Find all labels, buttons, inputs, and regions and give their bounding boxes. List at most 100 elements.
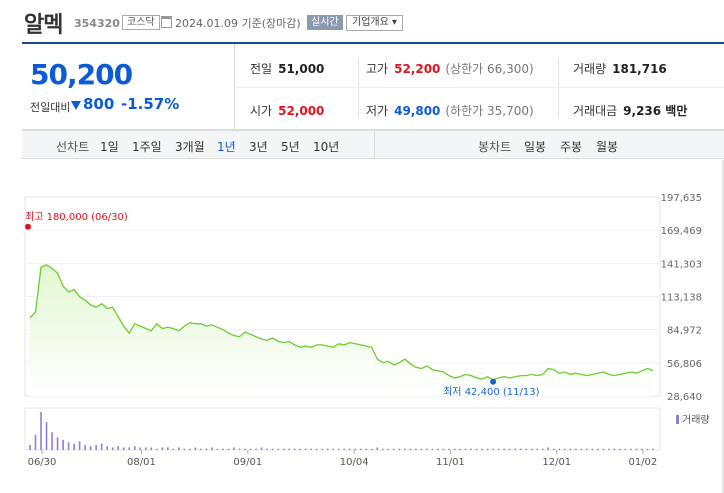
stat-value: 52,000 <box>278 104 325 118</box>
volume-bar <box>552 448 555 450</box>
volume-bar <box>635 448 638 450</box>
volume-bar <box>393 448 395 450</box>
volume-bar <box>288 448 290 450</box>
volume-bar <box>404 448 406 450</box>
volume-bar <box>133 446 136 450</box>
tab-3m[interactable]: 3개월 <box>175 140 205 154</box>
volume-bar <box>244 448 246 450</box>
volume-bar <box>293 448 296 450</box>
change-value: 800 <box>83 95 115 113</box>
volume-bar <box>189 448 191 450</box>
volume-bar <box>437 448 439 450</box>
volume-bar <box>45 422 48 450</box>
stat-value: 51,000 <box>278 62 325 76</box>
divider <box>374 131 375 159</box>
volume-bar <box>652 448 654 450</box>
volume-bar <box>547 447 550 450</box>
tab-weekly[interactable]: 주봉 <box>560 140 583 154</box>
x-tick-label: 11/01 <box>436 457 465 468</box>
y-tick-label: 56,806 <box>667 359 702 370</box>
volume-bar <box>84 444 86 450</box>
volume-bar <box>150 447 153 450</box>
price-chart: 197,635 169,469 141,303 113,138 84,972 56,806… <box>0 160 724 493</box>
volume-bar <box>569 448 572 450</box>
volume-bar <box>492 448 494 450</box>
volume-bar <box>398 448 401 450</box>
volume-bar <box>525 448 527 450</box>
x-tick-label: 01/02 <box>628 457 657 468</box>
stock-code: 354320 <box>74 17 120 30</box>
x-tick-label: 12/01 <box>542 457 571 468</box>
volume-bar <box>111 447 114 450</box>
divider <box>236 87 724 88</box>
tab-1y[interactable]: 1년 <box>217 140 236 154</box>
volume-bar <box>183 448 186 450</box>
volume-bar <box>597 448 599 450</box>
volume-bar <box>575 448 577 450</box>
volume-bar <box>40 412 42 450</box>
volume-bar <box>122 447 125 450</box>
stat-low: 저가 49,800 (하한가 35,700) <box>366 102 534 119</box>
volume-bar <box>172 448 175 450</box>
volume-bar <box>431 448 434 450</box>
volume-bar <box>608 448 610 450</box>
upper-limit: (상한가 66,300) <box>445 62 534 76</box>
volume-bar <box>222 448 224 450</box>
stat-label: 저가 <box>366 104 389 118</box>
tab-1w[interactable]: 1주일 <box>132 140 162 154</box>
y-tick-label: 84,972 <box>667 326 702 337</box>
stat-label: 고가 <box>366 62 389 76</box>
stat-open: 시가 52,000 <box>250 102 324 119</box>
company-overview-button[interactable]: 기업개요 ▾ <box>346 15 403 31</box>
x-tick-label: 08/01 <box>127 457 156 468</box>
volume-bar <box>646 448 649 450</box>
volume-bar <box>558 448 561 450</box>
x-tick-label: 10/04 <box>340 457 369 468</box>
volume-bar <box>348 448 351 450</box>
volume-bar <box>156 448 158 450</box>
realtime-button[interactable]: 실시간 <box>307 15 343 30</box>
volume-bar <box>371 448 373 450</box>
tab-monthly[interactable]: 월봉 <box>596 140 619 154</box>
volume-bar <box>227 448 230 450</box>
reference-date: 2024.01.09 기준(장마감) <box>175 17 301 30</box>
volume-bar <box>51 432 53 450</box>
volume-bar <box>332 448 335 450</box>
change-label: 전일대비 <box>30 101 71 114</box>
volume-bar <box>453 448 456 450</box>
volume-bar <box>29 444 31 450</box>
tab-daily[interactable]: 일봉 <box>524 140 547 154</box>
stat-prev-close: 전일 51,000 <box>250 60 324 77</box>
tab-10y[interactable]: 10년 <box>313 140 340 154</box>
down-arrow-icon <box>71 101 81 110</box>
volume-bar <box>591 448 594 450</box>
volume-bar <box>541 448 544 450</box>
volume-bar <box>78 441 81 450</box>
volume-bar <box>519 448 522 450</box>
stat-high: 고가 52,200 (상한가 66,300) <box>366 60 534 77</box>
volume-bar <box>95 444 97 450</box>
volume-bar <box>420 448 423 450</box>
tab-1d[interactable]: 1일 <box>100 140 119 154</box>
volume-bar <box>310 448 312 450</box>
volume-bar <box>178 447 180 450</box>
market-badge: 코스닥 <box>122 15 160 30</box>
current-price: 50,200 <box>30 58 133 91</box>
volume-bar <box>73 443 75 450</box>
tab-3y[interactable]: 3년 <box>249 140 268 154</box>
volume-bar <box>426 448 428 450</box>
x-tick-label: 06/30 <box>28 457 57 468</box>
volume-bar <box>475 448 478 450</box>
candle-chart-title: 봉차트 <box>478 140 512 154</box>
stat-label: 거래대금 <box>573 104 618 118</box>
volume-bar <box>266 448 268 450</box>
calendar-icon <box>161 16 172 28</box>
volume-bar <box>442 448 445 450</box>
tab-5y[interactable]: 5년 <box>281 140 300 154</box>
volume-bar <box>238 448 241 450</box>
volume-bar <box>497 448 500 450</box>
volume-bar <box>602 448 605 450</box>
volume-bar <box>619 448 621 450</box>
volume-bar <box>304 448 307 450</box>
change-percent: -1.57% <box>121 95 180 113</box>
